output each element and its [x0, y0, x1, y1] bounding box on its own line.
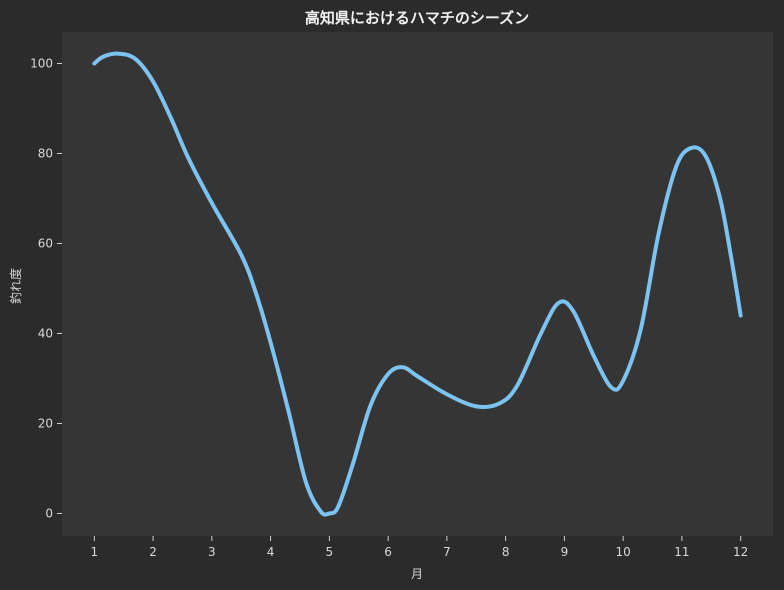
x-axis-label: 月 — [411, 567, 423, 581]
y-tick-label: 100 — [30, 57, 53, 71]
y-tick-label: 60 — [38, 237, 53, 251]
x-tick-label: 11 — [674, 545, 689, 559]
x-axis: 1 2 3 4 5 6 7 8 9 10 11 12 — [90, 536, 748, 559]
x-tick-label: 7 — [443, 545, 451, 559]
y-axis-label: 釣れ度 — [8, 268, 23, 304]
x-tick-label: 2 — [149, 545, 157, 559]
y-tick-label: 20 — [38, 417, 53, 431]
series-line — [92, 51, 743, 517]
x-tick-label: 10 — [616, 545, 631, 559]
plot-area — [62, 32, 773, 536]
y-tick-label: 0 — [45, 507, 53, 521]
x-tick-label: 1 — [90, 545, 98, 559]
x-tick-label: 9 — [561, 545, 569, 559]
x-tick-label: 3 — [208, 545, 216, 559]
x-tick-label: 12 — [733, 545, 748, 559]
x-tick-label: 6 — [384, 545, 392, 559]
x-tick-label: 5 — [326, 545, 334, 559]
x-tick-label: 8 — [502, 545, 510, 559]
chart-title: 高知県におけるハマチのシーズン — [305, 9, 529, 27]
y-tick-label: 40 — [38, 327, 53, 341]
x-tick-label: 4 — [267, 545, 275, 559]
y-axis: 0 20 40 60 80 100 — [30, 57, 62, 521]
y-tick-label: 80 — [38, 147, 53, 161]
